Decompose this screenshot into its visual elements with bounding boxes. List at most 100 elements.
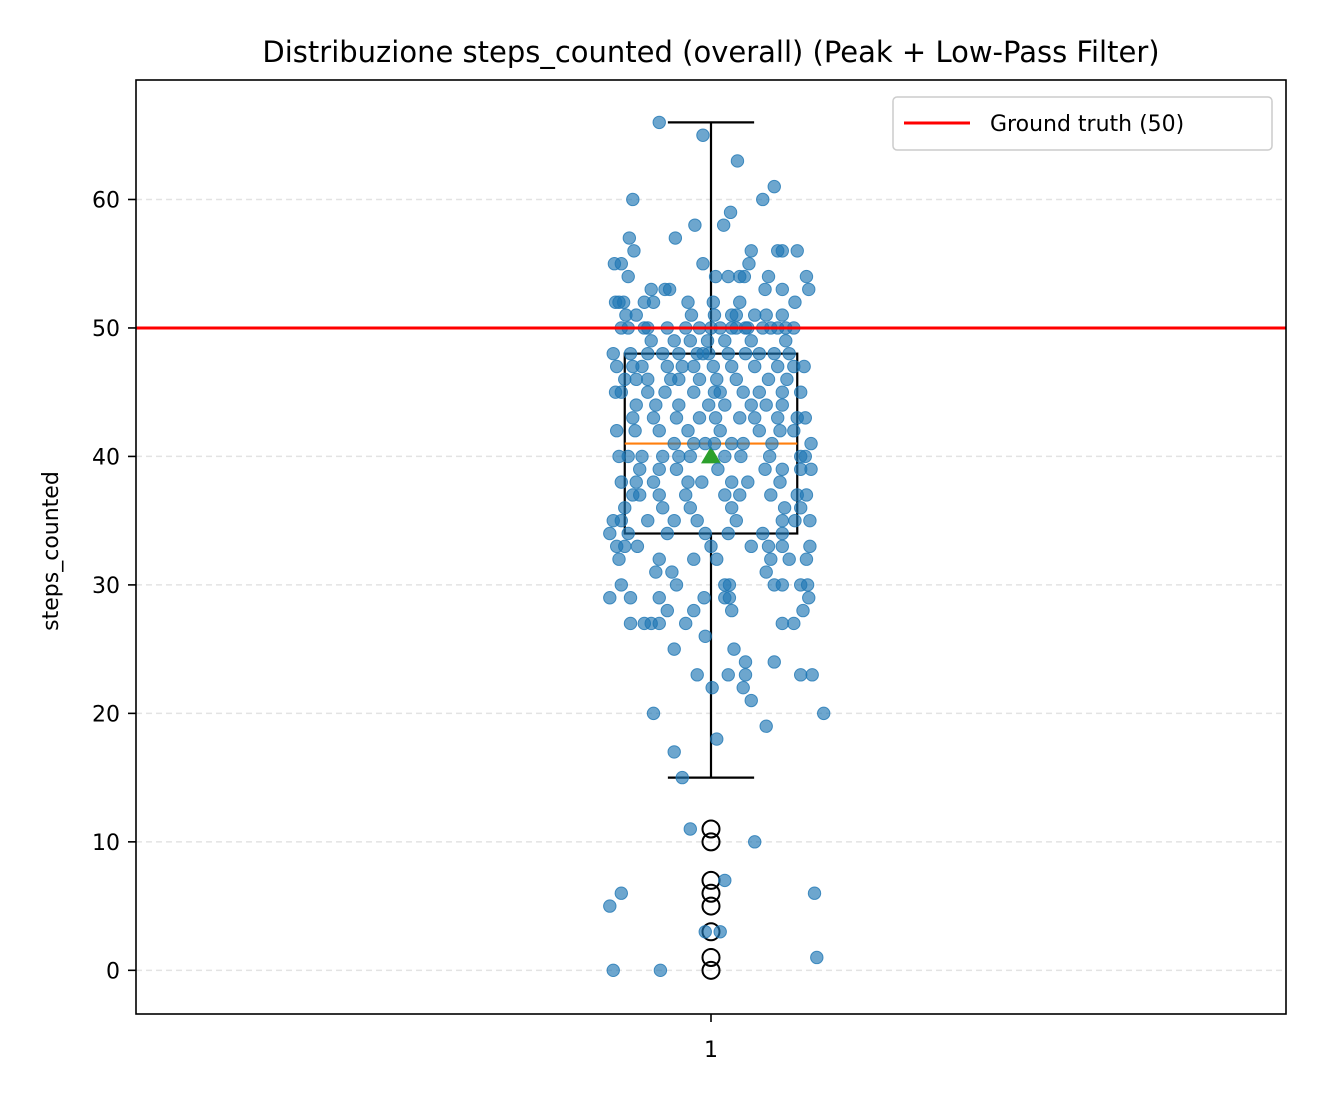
data-point — [710, 552, 724, 566]
outlier-point — [701, 896, 721, 916]
data-point — [683, 334, 697, 348]
y-tick-label: 60 — [92, 188, 120, 213]
data-point — [764, 488, 778, 502]
data-point — [718, 488, 732, 502]
data-point — [621, 449, 635, 464]
data-point — [696, 128, 710, 142]
data-point — [725, 475, 739, 489]
data-point — [695, 475, 709, 489]
data-point — [725, 501, 739, 515]
data-point — [626, 192, 640, 207]
data-point — [807, 886, 822, 900]
data-point — [618, 539, 632, 554]
data-point — [748, 411, 762, 425]
data-point — [606, 346, 620, 361]
data-point — [721, 269, 735, 284]
data-point — [687, 385, 701, 399]
data-point — [780, 372, 794, 387]
data-point — [667, 642, 681, 656]
data-point — [775, 526, 789, 541]
data-point — [759, 719, 773, 733]
data-point — [722, 578, 737, 592]
data-point — [690, 513, 704, 528]
data-point — [669, 411, 684, 425]
data-point — [688, 218, 702, 232]
data-point — [736, 436, 750, 451]
data-point — [652, 616, 666, 631]
data-point — [758, 282, 772, 297]
y-tick-label: 40 — [92, 445, 120, 470]
data-point — [711, 462, 725, 476]
data-point — [802, 282, 816, 297]
outlier-point — [701, 947, 721, 967]
data-point — [669, 578, 684, 592]
data-point — [748, 835, 762, 849]
data-point — [782, 346, 796, 361]
y-tick-label: 20 — [92, 702, 120, 727]
data-point — [603, 899, 617, 913]
data-point — [628, 424, 642, 438]
data-point — [790, 244, 804, 258]
data-point — [706, 295, 720, 309]
data-point — [733, 488, 747, 502]
data-point — [697, 591, 711, 605]
data-point — [775, 385, 789, 399]
data-point — [767, 179, 781, 194]
data-point — [729, 372, 743, 387]
data-point — [725, 436, 739, 451]
data-point — [730, 154, 745, 168]
data-point — [716, 218, 731, 232]
data-point — [621, 269, 635, 284]
data-point — [803, 539, 817, 554]
data-point — [706, 359, 720, 374]
data-point — [799, 488, 814, 502]
data-point — [653, 963, 668, 978]
data-point — [629, 372, 643, 387]
data-point — [797, 359, 811, 374]
data-point — [652, 424, 666, 438]
data-point — [756, 526, 770, 541]
data-point — [775, 462, 789, 476]
data-point — [652, 552, 666, 566]
data-point — [744, 398, 758, 412]
data-point — [614, 513, 628, 528]
data-point — [614, 385, 628, 399]
data-point — [635, 359, 649, 374]
data-point — [708, 411, 723, 425]
data-point — [616, 295, 631, 309]
data-point — [744, 244, 758, 258]
y-tick-label: 50 — [92, 317, 120, 342]
data-point — [756, 192, 770, 207]
data-point — [761, 269, 776, 284]
data-point — [683, 822, 697, 836]
data-point — [744, 539, 758, 554]
data-point — [652, 488, 666, 502]
outlier-point — [701, 883, 721, 903]
data-point — [794, 385, 808, 399]
data-point — [618, 501, 632, 515]
data-point — [681, 424, 695, 438]
data-point — [614, 578, 628, 592]
data-point — [707, 436, 722, 451]
data-point — [764, 552, 778, 566]
data-point — [759, 398, 773, 412]
data-point — [736, 385, 750, 399]
data-point — [622, 231, 637, 245]
data-point — [752, 424, 766, 438]
data-point — [646, 475, 661, 489]
data-point — [633, 462, 647, 476]
data-point — [656, 346, 670, 361]
data-point — [773, 475, 787, 489]
data-point — [741, 475, 755, 489]
data-point — [618, 372, 632, 387]
data-point — [623, 616, 638, 631]
data-point — [667, 745, 681, 759]
data-point — [718, 873, 732, 888]
data-point — [644, 282, 658, 297]
y-tick-label: 0 — [106, 959, 120, 984]
data-point — [767, 346, 781, 361]
data-point — [652, 591, 666, 605]
data-point — [675, 359, 689, 374]
data-point — [649, 565, 663, 579]
data-point — [610, 359, 624, 374]
